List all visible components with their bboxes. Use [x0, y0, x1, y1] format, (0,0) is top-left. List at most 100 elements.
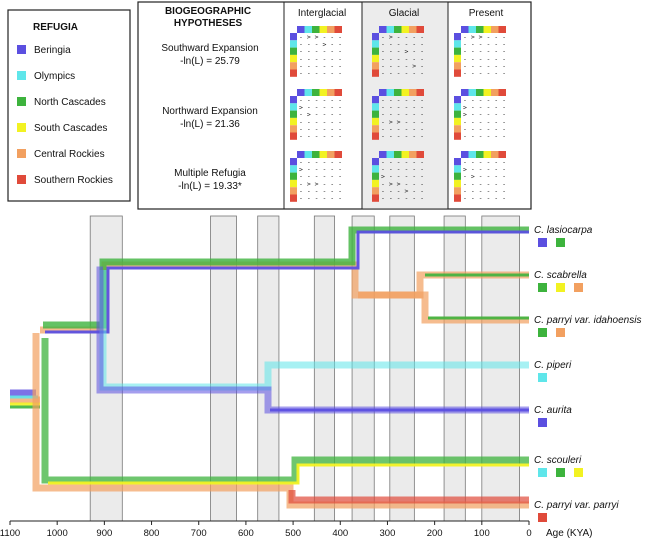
matrix-row-text: - - - - - -: [299, 187, 342, 195]
taxon-region-swatch: [556, 238, 565, 247]
taxon-region-swatch: [538, 283, 547, 292]
matrix-col-swatch: [409, 26, 417, 33]
matrix-row-text: - - - - - -: [463, 62, 506, 70]
matrix-row-text: > - - - - -: [463, 165, 506, 173]
axis-tick-label: 0: [526, 528, 531, 539]
matrix-col-swatch: [498, 89, 506, 96]
matrix-row-swatch: [454, 172, 461, 180]
matrix-col-swatch: [498, 151, 506, 158]
rate-matrix: - - - - - -> - - - - -> - - - - -- - - -…: [454, 89, 506, 141]
matrix-row-text: - - - - - -: [381, 195, 424, 203]
taxon-region-swatch: [574, 283, 583, 292]
hypothesis-likelihood: -ln(L) = 21.36: [180, 119, 240, 130]
taxon-region-swatch: [556, 468, 565, 477]
matrix-row-swatch: [290, 132, 297, 140]
hypothesis-column-header: Interglacial: [298, 8, 346, 19]
matrix-row-text: - > > - - -: [381, 180, 424, 188]
matrix-col-swatch: [401, 89, 409, 96]
matrix-row-text: - - - - - -: [381, 133, 424, 141]
matrix-row-swatch: [372, 110, 379, 118]
rate-matrix: - - - - - -> - - - - -- - - - - -- > > -…: [290, 151, 342, 203]
matrix-row-text: - - - - - -: [463, 158, 506, 166]
matrix-row-text: - - - - - -: [381, 158, 424, 166]
rate-matrix: - - - - - -> - - - - -- > - - - -- - - -…: [454, 151, 506, 203]
matrix-col-swatch: [461, 89, 469, 96]
taxon-region-swatch: [574, 468, 583, 477]
matrix-row-swatch: [372, 125, 379, 133]
matrix-row-text: - > > - - -: [299, 180, 342, 188]
matrix-col-swatch: [409, 151, 417, 158]
matrix-row-text: - - - - - -: [381, 55, 424, 63]
matrix-row-swatch: [290, 172, 297, 180]
matrix-row-text: > - - - - -: [463, 103, 506, 111]
matrix-col-swatch: [334, 151, 342, 158]
refugia-label: North Cascades: [34, 97, 106, 108]
matrix-row-swatch: [372, 158, 379, 166]
refugia-label: Olympics: [34, 71, 75, 82]
matrix-row-swatch: [454, 179, 461, 188]
matrix-row-swatch: [290, 158, 297, 166]
matrix-col-swatch: [394, 89, 402, 96]
matrix-row-text: - - - - - -: [463, 96, 506, 104]
refugia-swatch: [17, 71, 26, 80]
refugia-label: South Cascades: [34, 123, 107, 134]
matrix-row-text: - - - - - -: [381, 40, 424, 48]
taxon-label: C. scabrella: [534, 270, 587, 281]
axis-tick-label: 600: [238, 528, 254, 539]
tree-paths: [10, 226, 529, 509]
hypothesis-column-header: Present: [469, 8, 504, 19]
matrix-row-swatch: [290, 117, 297, 126]
hypothesis-name: Northward Expansion: [162, 106, 258, 117]
hypotheses-box: [137, 1, 532, 210]
matrix-row-swatch: [372, 165, 379, 173]
matrix-col-swatch: [304, 151, 312, 158]
matrix-row-swatch: [290, 187, 297, 195]
matrix-row-text: - - - - - -: [463, 48, 506, 56]
age-axis: 1100 1000 900 800 700 600 500 400 300 200 100 0 Age …: [0, 520, 593, 539]
matrix-row-swatch: [290, 40, 297, 48]
matrix-row-text: - - - - - -: [381, 96, 424, 104]
rate-matrix: - > > - - -- - - - - -- - - - - -- - - -…: [454, 26, 506, 78]
matrix-row-swatch: [454, 103, 461, 111]
matrix-col-swatch: [304, 26, 312, 33]
lineage-central-rockies-lower: [32, 333, 529, 509]
matrix-row-swatch: [372, 33, 379, 41]
matrix-row-swatch: [454, 132, 461, 140]
matrix-row-text: - - - - - -: [299, 195, 342, 203]
matrix-row-swatch: [290, 194, 297, 202]
matrix-col-swatch: [476, 26, 484, 33]
matrix-row-swatch: [454, 96, 461, 104]
rate-matrix: - - - - - -- - - - - -- - - - - -- > > -…: [372, 89, 424, 141]
matrix-row-swatch: [454, 125, 461, 133]
matrix-col-swatch: [416, 26, 424, 33]
matrix-col-swatch: [327, 26, 335, 33]
matrix-row-text: > - - - - -: [299, 165, 342, 173]
matrix-row-swatch: [372, 179, 379, 188]
matrix-col-swatch: [394, 151, 402, 158]
matrix-row-text: - - - - - -: [463, 187, 506, 195]
matrix-row-text: - - - - - -: [381, 165, 424, 173]
matrix-row-swatch: [372, 47, 379, 55]
taxon-region-swatch: [556, 283, 565, 292]
matrix-row-text: - - - - - -: [463, 118, 506, 126]
matrix-row-text: - - - - > -: [381, 62, 424, 70]
matrix-row-text: - - - > - -: [381, 187, 424, 195]
matrix-row-swatch: [454, 117, 461, 126]
matrix-row-text: - - - - - -: [299, 158, 342, 166]
matrix-col-swatch: [491, 151, 499, 158]
matrix-col-swatch: [461, 26, 469, 33]
matrix-col-swatch: [319, 151, 327, 158]
matrix-col-swatch: [476, 151, 484, 158]
matrix-row-text: - > - - - -: [463, 173, 506, 181]
taxon-label: C. piperi: [534, 360, 572, 371]
matrix-row-swatch: [372, 172, 379, 180]
axis-tick-label: 200: [427, 528, 443, 539]
hypotheses-title: BIOGEOGRAPHIC: [165, 6, 251, 17]
matrix-row-swatch: [372, 132, 379, 140]
lineage-southern-rockies: [288, 490, 529, 504]
rate-matrix: - - - - - -> - - - - -- > - - - -- - - -…: [290, 89, 342, 141]
hypotheses-title: HYPOTHESES: [174, 18, 243, 29]
matrix-col-swatch: [312, 89, 320, 96]
matrix-row-swatch: [454, 33, 461, 41]
matrix-row-text: - - - - - -: [299, 133, 342, 141]
